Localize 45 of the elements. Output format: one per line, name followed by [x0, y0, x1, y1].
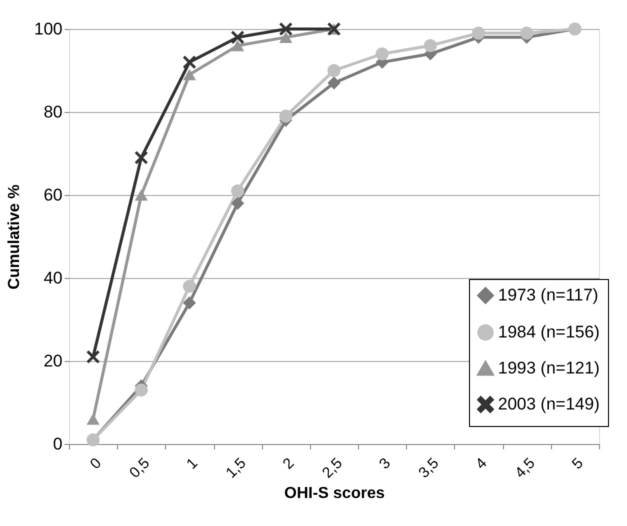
point — [279, 32, 292, 43]
y-tick-label: 0 — [53, 434, 62, 454]
point — [231, 30, 244, 44]
point — [279, 110, 292, 123]
y-tick-label: 40 — [44, 268, 62, 288]
x-tick-label: 4 — [472, 454, 490, 473]
x-tick-label: 1,5 — [222, 454, 250, 482]
point — [134, 151, 148, 164]
x-tick-label: 2 — [280, 454, 298, 473]
point — [424, 39, 437, 52]
point — [231, 40, 244, 52]
point — [376, 47, 389, 60]
y-tick-label: 20 — [44, 352, 62, 370]
point — [182, 296, 196, 310]
point — [86, 413, 100, 425]
y-axis-title: Cumulative % — [6, 184, 24, 290]
y-tick-label: 80 — [44, 102, 62, 122]
point — [182, 69, 196, 80]
point — [134, 189, 148, 201]
legend-label: 1993 (n=121) — [498, 358, 600, 378]
legend-label: 1973 (n=117) — [498, 286, 598, 304]
x-tick-label: 2,5 — [319, 454, 346, 482]
point — [520, 26, 534, 40]
x-tick-label: 0,5 — [126, 454, 154, 482]
point — [327, 76, 341, 90]
legend-label: 1984 (n=156) — [498, 322, 600, 342]
point — [472, 26, 486, 40]
point — [182, 56, 196, 69]
x-tick-label: 3 — [376, 454, 394, 473]
point — [86, 350, 100, 364]
point — [134, 384, 148, 397]
x-tick-label: 1 — [183, 454, 202, 473]
point — [231, 184, 244, 198]
x-tick-label: 0 — [86, 454, 105, 473]
x-tick-label: 3,5 — [415, 454, 442, 482]
legend-label: 2003 (n=149) — [498, 394, 600, 414]
y-tick-label: 60 — [44, 186, 62, 204]
point — [327, 64, 341, 78]
point — [279, 22, 292, 36]
x-tick-label: 5 — [568, 454, 587, 473]
point — [182, 280, 196, 293]
y-tick-label: 100 — [34, 20, 62, 38]
x-tick-label: 4,5 — [512, 454, 539, 482]
x-axis-title: OHI-S scores — [284, 484, 385, 502]
point — [231, 196, 244, 210]
